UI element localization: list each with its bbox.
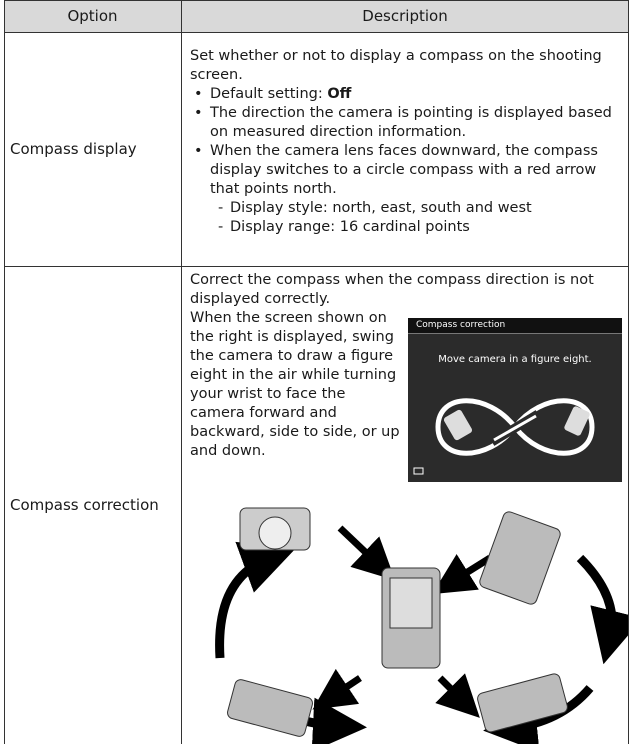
sub-item: Display range: 16 cardinal points	[190, 218, 622, 237]
bullet: When the camera lens faces downward, the…	[190, 142, 622, 199]
border	[181, 0, 182, 744]
bullet: Default setting: Off	[190, 85, 622, 104]
bullet-list: Default setting: Off The direction the c…	[190, 85, 622, 237]
screen-message: Move camera in a figure eight.	[438, 354, 592, 365]
header-description: Description	[182, 0, 628, 32]
border	[4, 0, 5, 744]
bullet: The direction the camera is pointing is …	[190, 104, 622, 142]
header-option: Option	[4, 0, 181, 32]
body: When the screen shown on the right is di…	[190, 310, 400, 459]
intro: Set whether or not to display a compass …	[190, 48, 602, 83]
border	[628, 0, 629, 744]
screen-title: Compass correction	[408, 318, 622, 334]
border	[4, 266, 629, 267]
intro: Correct the compass when the compass dir…	[190, 272, 594, 307]
option-label: Compass display	[10, 140, 137, 158]
description: Set whether or not to display a compass …	[190, 47, 622, 237]
figure-eight	[413, 398, 595, 475]
sub-item: Display style: north, east, south and we…	[190, 199, 622, 218]
border	[4, 32, 629, 33]
default-value: Off	[327, 86, 352, 102]
border	[4, 0, 629, 1]
camera-screen: Compass correction Move camera in a figu…	[408, 318, 622, 482]
default-label: Default setting:	[210, 86, 323, 102]
illustration	[215, 507, 628, 744]
option-label: Compass correction	[10, 496, 159, 514]
